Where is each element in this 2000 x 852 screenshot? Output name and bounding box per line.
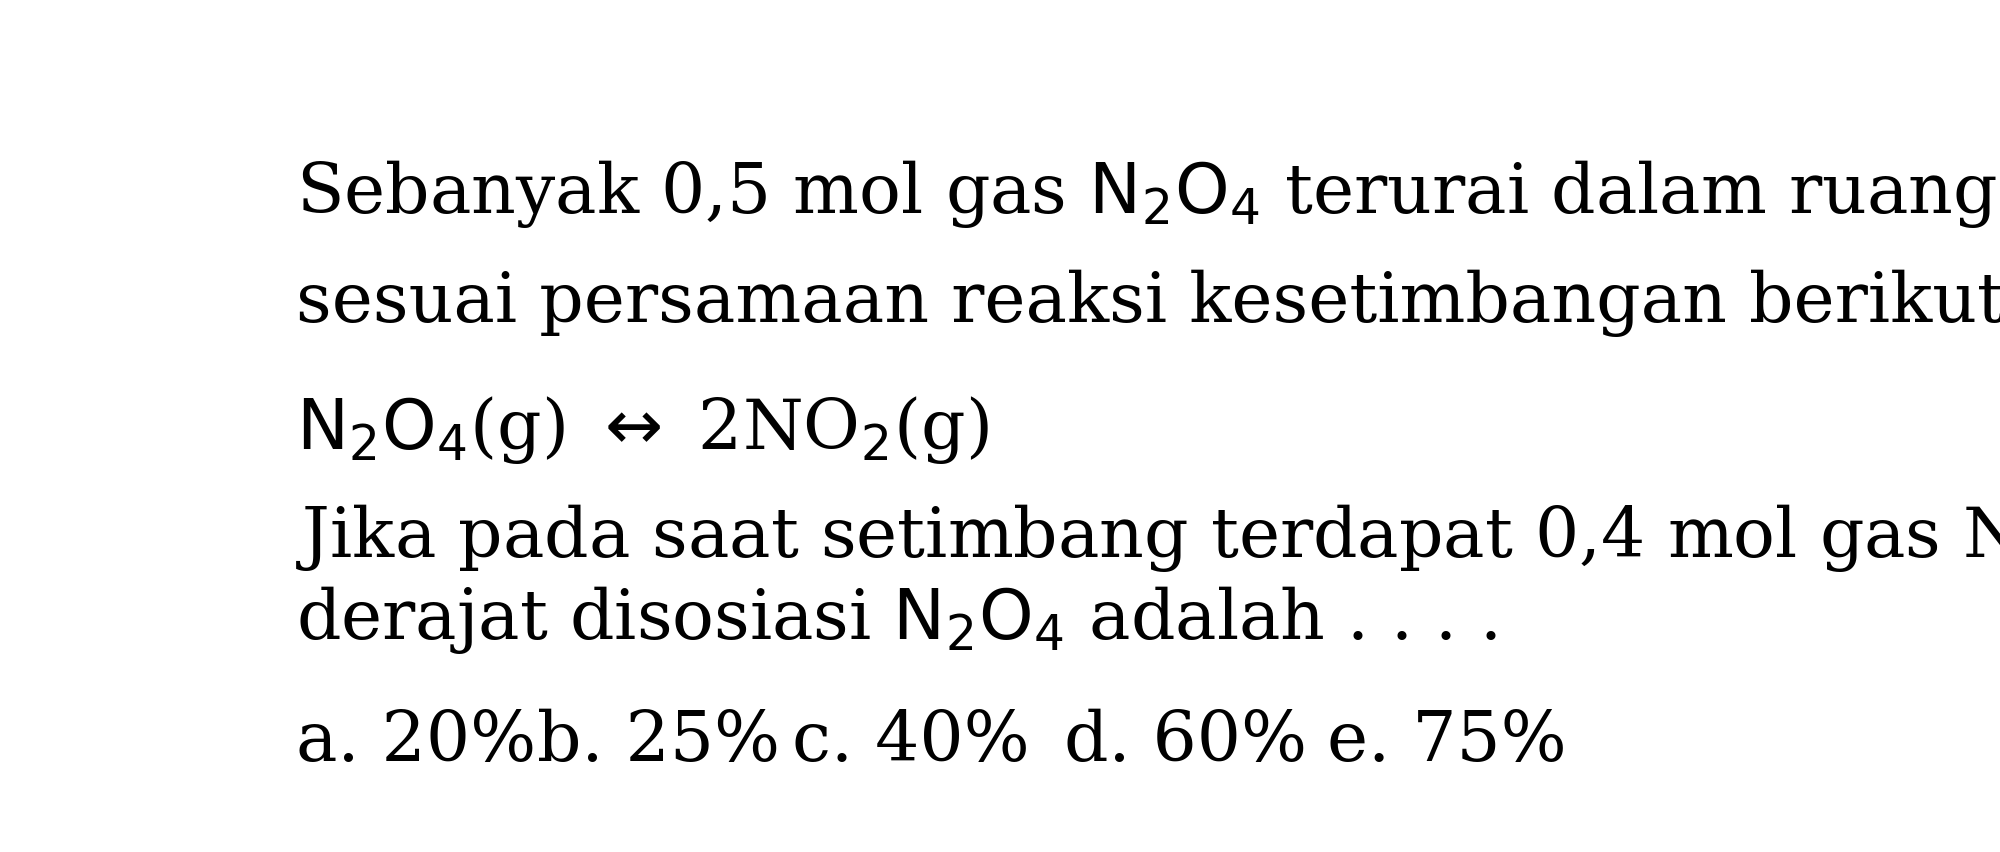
Text: b. 25%: b. 25%: [536, 709, 780, 775]
Text: $\mathrm{N_2O_4}$(g) $\leftrightarrow$ 2NO$_2$(g): $\mathrm{N_2O_4}$(g) $\leftrightarrow$ 2…: [296, 394, 990, 466]
Text: d. 60%: d. 60%: [1064, 709, 1306, 775]
Text: c. 40%: c. 40%: [792, 709, 1030, 775]
Text: sesuai persamaan reaksi kesetimbangan berikut.: sesuai persamaan reaksi kesetimbangan be…: [296, 269, 2000, 337]
Text: a. 20%: a. 20%: [296, 709, 536, 775]
Text: derajat disosiasi $\mathrm{N_2O_4}$ adalah . . . .: derajat disosiasi $\mathrm{N_2O_4}$ adal…: [296, 584, 1498, 656]
Text: e. 75%: e. 75%: [1328, 709, 1568, 775]
Text: Jika pada saat setimbang terdapat 0,4 mol gas NO$_2$,: Jika pada saat setimbang terdapat 0,4 mo…: [296, 503, 2000, 574]
Text: Sebanyak 0,5 mol gas $\mathrm{N_2O_4}$ terurai dalam ruang 1 L: Sebanyak 0,5 mol gas $\mathrm{N_2O_4}$ t…: [296, 158, 2000, 230]
